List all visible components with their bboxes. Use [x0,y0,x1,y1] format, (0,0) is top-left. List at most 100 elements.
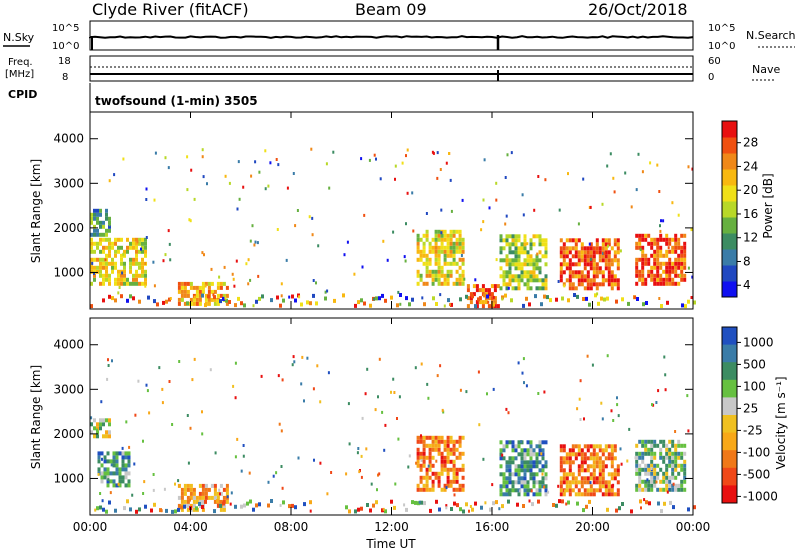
velocity-echo-cell [106,467,110,472]
velocity-echo-cell [281,378,284,382]
velocity-echo-cell [452,467,456,472]
power-echo-cell [647,233,651,238]
power-echo-cell [680,273,684,278]
power-echo-cell [177,289,181,294]
velocity-echo-cell [416,459,420,464]
velocity-echo-cell [559,492,563,497]
power-echo-cell [436,151,439,155]
power-echo-cell [656,261,660,266]
velocity-echo-cell [514,464,518,469]
velocity-echo-cell [121,467,125,472]
power-echo-cell [665,233,669,238]
velocity-echo-cell [520,476,524,481]
velocity-echo-cell [557,484,560,488]
power-echo-cell [650,269,654,274]
velocity-echo-cell [571,452,575,457]
power-ytick-label: 3000 [53,176,84,190]
power-echo-cell [431,245,435,250]
velocity-echo-cell [517,440,521,445]
power-echo-cell [222,281,226,286]
power-echo-cell [559,246,563,251]
velocity-echo-cell [443,483,447,488]
power-echo-cell [204,297,208,302]
velocity-echo-cell [96,428,98,432]
power-echo-cell [425,237,429,242]
power-echo-cell [120,261,123,266]
power-echo-cell [312,279,315,282]
velocity-echo-cell [668,479,672,484]
power-echo-cell [508,234,512,239]
velocity-echo-cell [356,451,359,455]
velocity-echo-cell [177,479,180,483]
velocity-echo-cell [465,390,468,394]
power-echo-cell [90,249,93,254]
power-echo-cell [379,177,382,181]
power-echo-cell [644,233,648,238]
velocity-echo-cell [121,475,125,480]
power-echo-cell [455,229,459,234]
velocity-echo-cell [662,439,666,444]
velocity-echo-cell [416,447,420,452]
power-echo-cell [601,242,605,247]
power-echo-cell [644,281,648,286]
power-echo-cell [511,238,515,243]
power-echo-cell [213,295,216,300]
power-echo-cell [461,237,465,242]
velocity-echo-cell [616,396,618,400]
velocity-echo-cell [517,361,520,365]
power-echo-cell [582,177,585,181]
power-echo-cell [589,266,593,271]
power-echo-cell [680,245,684,250]
velocity-echo-cell [662,479,666,484]
power-echo-cell [559,266,563,271]
power-echo-cell [446,273,450,278]
velocity-echo-cell [431,487,435,492]
power-echo-cell [207,289,211,294]
power-echo-cell [144,253,147,258]
power-echo-cell [592,282,596,287]
velocity-echo-cell [541,464,545,469]
velocity-echo-cell [374,408,377,412]
power-echo-cell [580,250,584,255]
power-echo-cell [493,300,497,305]
velocity-echo-cell [576,407,579,411]
velocity-echo-cell [192,495,196,500]
velocity-echo-cell [502,444,506,449]
power-echo-cell [609,152,612,156]
power-echo-cell [478,296,482,301]
power-echo-cell [218,275,221,279]
velocity-echo-cell [598,480,602,485]
velocity-echo-cell [209,368,212,372]
power-echo-cell [487,304,491,309]
velocity-ytick-label: 3000 [53,382,84,396]
velocity-echo-cell [428,447,432,452]
power-colorbar-tick-label: 12 [743,231,758,245]
velocity-echo-cell [106,475,110,480]
power-echo-cell [505,258,509,263]
velocity-echo-cell [348,442,351,446]
velocity-echo-cell [446,483,450,488]
power-echo-cell [665,249,669,254]
velocity-echo-cell [392,377,395,381]
power-echo-cell [114,249,117,254]
velocity-echo-cell [427,464,430,468]
power-echo-cell [224,174,227,178]
power-echo-cell [399,293,402,297]
velocity-echo-cell [520,448,524,453]
power-echo-cell [437,257,441,262]
velocity-echo-cell [106,377,109,381]
velocity-echo-cell [592,488,596,493]
velocity-echo-cell [292,355,295,359]
velocity-echo-cell [189,495,193,500]
power-echo-cell [416,257,420,262]
power-echo-cell [586,274,590,279]
velocity-echo-cell [589,452,593,457]
velocity-echo-cell [422,483,426,488]
velocity-echo-cell [583,480,587,485]
power-echo-cell [659,253,663,258]
velocity-echo-cell [358,470,361,474]
velocity-echo-cell [508,464,512,469]
velocity-echo-cell [641,451,645,456]
power-echo-cell [183,293,187,298]
power-echo-cell [523,274,527,279]
